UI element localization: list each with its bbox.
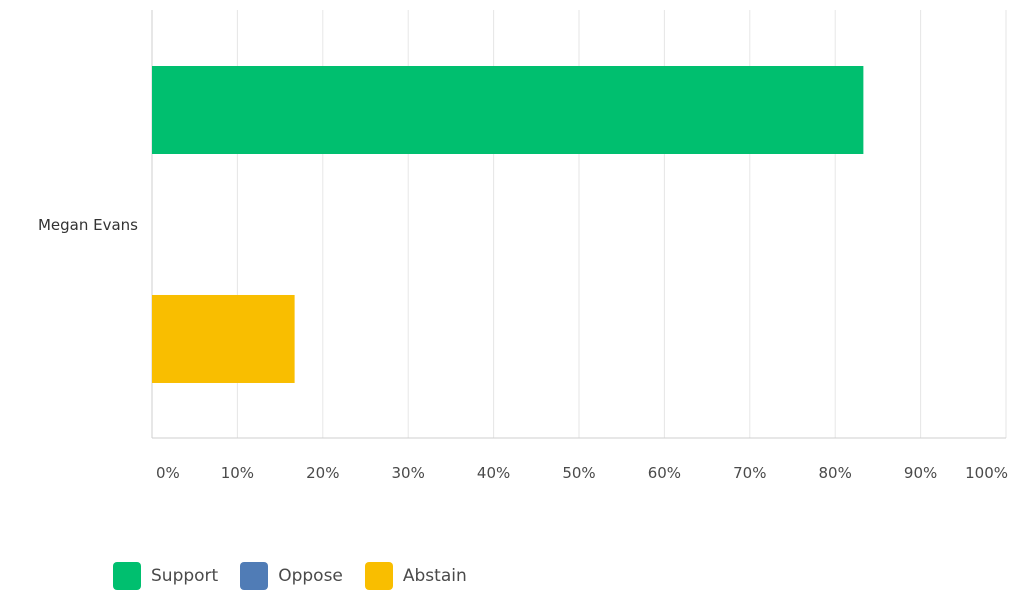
legend-label-abstain: Abstain	[402, 566, 467, 586]
x-tick-label: 20%	[306, 464, 339, 482]
x-tick-label: 10%	[221, 464, 254, 482]
legend-swatch-support	[113, 562, 141, 590]
x-tick-label: 30%	[392, 464, 425, 482]
x-tick-label: 100%	[965, 464, 1008, 482]
x-tick-label: 80%	[819, 464, 852, 482]
legend: Support Oppose Abstain	[113, 562, 489, 590]
x-tick-label: 50%	[562, 464, 595, 482]
legend-item-oppose[interactable]: Oppose	[240, 562, 343, 590]
bar-abstain[interactable]	[152, 294, 295, 383]
legend-swatch-abstain	[364, 562, 393, 590]
legend-item-abstain[interactable]: Abstain	[364, 562, 467, 590]
legend-label-oppose: Oppose	[278, 566, 343, 586]
x-tick-label: 90%	[904, 464, 937, 482]
legend-item-support[interactable]: Support	[113, 562, 218, 590]
bar-support[interactable]	[152, 66, 864, 154]
legend-swatch-oppose	[240, 562, 269, 590]
x-tick-label: 70%	[733, 464, 766, 482]
x-tick-labels: 0% 10% 20% 30% 40% 50% 60% 70% 80% 90% 100%	[156, 464, 1008, 482]
bars	[152, 66, 864, 383]
category-label: Megan Evans	[38, 216, 138, 234]
x-tick-label: 40%	[477, 464, 510, 482]
legend-label-support: Support	[151, 566, 219, 586]
x-tick-label: 0%	[156, 464, 180, 482]
x-tick-label: 60%	[648, 464, 681, 482]
